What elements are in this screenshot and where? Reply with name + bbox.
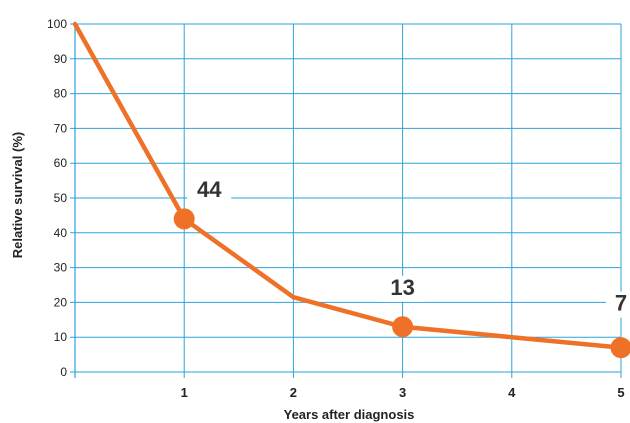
data-point-marker [610, 337, 630, 359]
x-tick-label: 5 [617, 385, 624, 400]
y-tick-label: 20 [54, 295, 68, 309]
x-tick-label: 1 [181, 385, 188, 400]
y-axis-ticks: 0 10 20 30 40 50 60 70 80 90 100 [47, 17, 67, 379]
y-tick-label: 60 [54, 156, 68, 170]
x-tick-label: 2 [290, 385, 297, 400]
survival-line [72, 21, 624, 350]
x-axis-ticks: 1 2 3 4 5 [181, 385, 625, 400]
y-tick-label: 80 [54, 87, 68, 101]
data-label: 13 [390, 275, 414, 300]
y-tick-label: 50 [54, 191, 68, 205]
grid [70, 23, 622, 378]
y-tick-label: 30 [54, 261, 68, 275]
data-label: 44 [197, 177, 222, 202]
data-label-background [187, 177, 232, 204]
y-tick-label: 100 [47, 17, 67, 31]
y-tick-label: 40 [54, 226, 68, 240]
data-point-marker [173, 208, 195, 230]
series-group [72, 21, 630, 359]
x-tick-label: 3 [399, 385, 406, 400]
data-label: 7 [615, 291, 627, 316]
x-tick-label: 4 [508, 385, 516, 400]
y-axis-label: Relative survival (%) [10, 132, 25, 258]
annotations: 44 13 7 [187, 177, 630, 318]
y-tick-label: 70 [54, 121, 68, 135]
y-tick-label: 0 [60, 365, 67, 379]
data-point-marker [392, 316, 414, 338]
data-label-background [380, 275, 425, 302]
data-label-background [606, 291, 630, 318]
y-tick-label: 90 [54, 52, 68, 66]
x-axis-label: Years after diagnosis [284, 407, 415, 422]
y-tick-label: 10 [54, 330, 68, 344]
